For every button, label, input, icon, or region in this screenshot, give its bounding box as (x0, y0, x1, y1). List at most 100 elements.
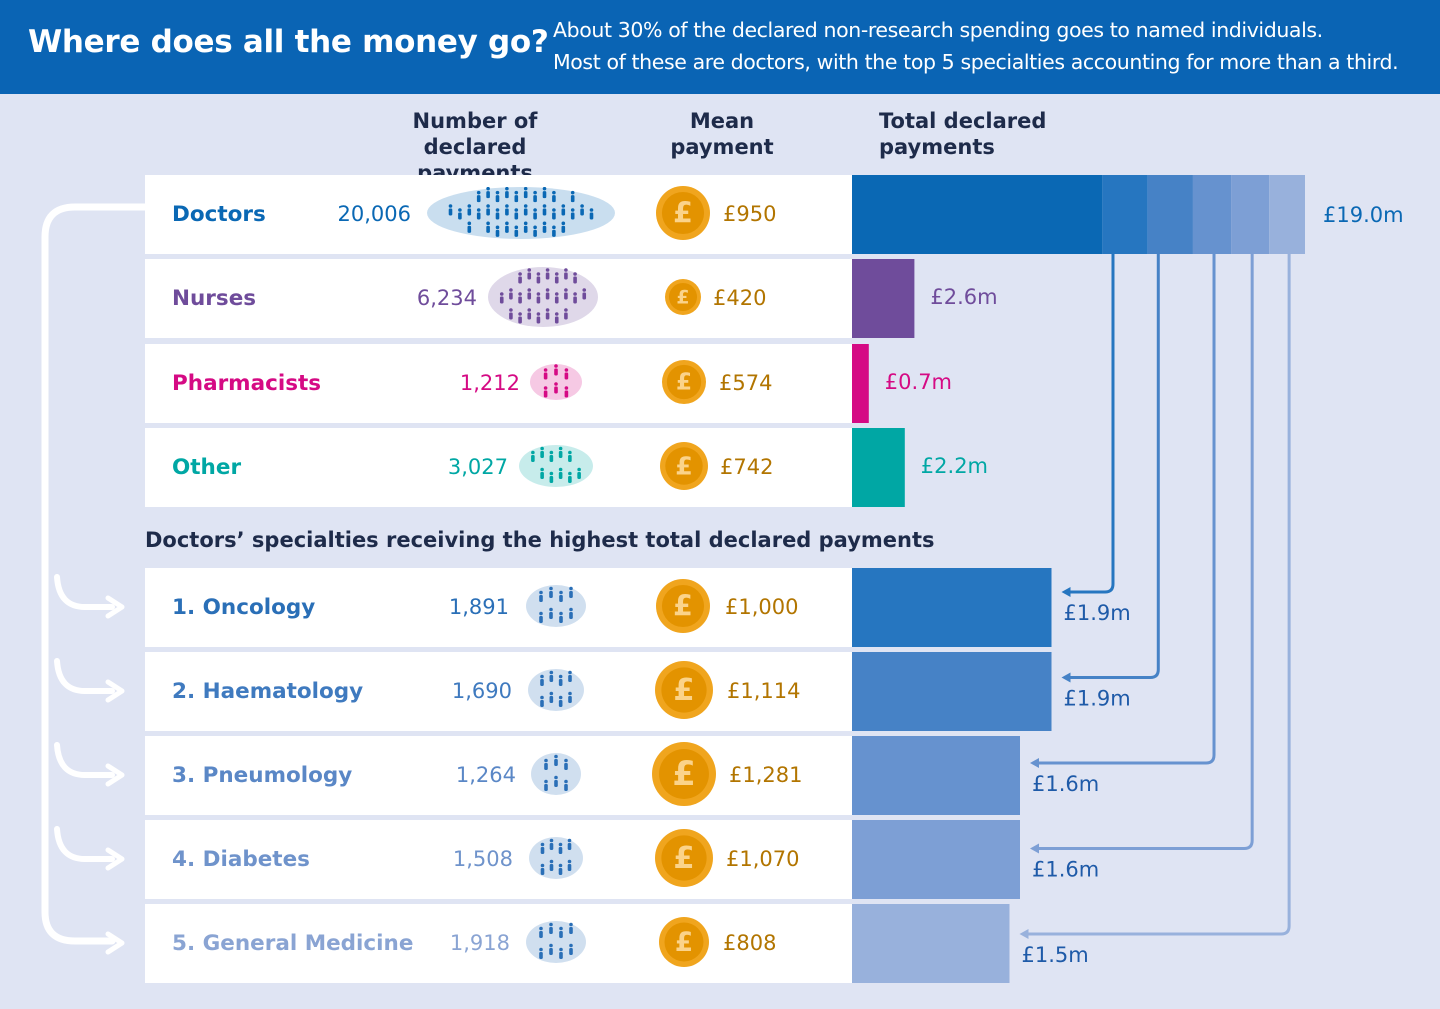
payment-count: 1,918 (449, 931, 510, 955)
payment-count: 1,690 (451, 679, 512, 703)
total-label-specialty-3: £1.6m (1032, 772, 1099, 796)
pound-coin-graphic: £ (652, 741, 716, 806)
connector-arrow-2 (1061, 672, 1071, 683)
specialty-label: 3. Pneumology (172, 763, 353, 788)
profession-row-nurses: Nurses 6,234 £ £420 (145, 259, 852, 338)
bar-specialty-5 (852, 904, 1010, 983)
connector-arrow-5 (1019, 929, 1029, 939)
svg-text:£: £ (673, 196, 693, 229)
bar-specialty-1 (852, 568, 1052, 647)
total-label-other: £2.2m (921, 454, 988, 478)
svg-text:£: £ (676, 286, 689, 308)
bracket-arrow-2 (105, 679, 125, 703)
specialty-label: 5. General Medicine (172, 931, 414, 956)
svg-text:£: £ (673, 841, 694, 876)
svg-text:£: £ (673, 673, 694, 708)
bar-doctors-segment-1 (1102, 175, 1148, 254)
profession-label: Nurses (172, 286, 257, 311)
pound-coin-graphic: £ (660, 441, 708, 490)
specialty-label: 1. Oncology (172, 595, 316, 620)
payment-count: 6,234 (416, 286, 477, 310)
svg-text:£: £ (672, 754, 695, 793)
section-title: Doctors’ specialties receiving the highe… (145, 528, 935, 552)
subtitle-line-1: About 30% of the declared non-research s… (553, 18, 1323, 42)
people-crowd-graphic (531, 752, 581, 795)
pound-coin-icon: £ (659, 916, 709, 971)
bracket-arrow-4 (105, 847, 125, 871)
specialty-label: 4. Diabetes (172, 847, 310, 872)
total-label-specialty-2: £1.9m (1064, 687, 1131, 711)
people-crowd-graphic (526, 584, 586, 627)
bracket-arrow-3 (105, 763, 125, 787)
profession-label: Doctors (172, 202, 266, 227)
people-crowd-icon (526, 584, 586, 631)
svg-text:£: £ (673, 589, 693, 622)
payment-count: 1,212 (459, 371, 520, 395)
header-banner: Where does all the money go? About 30% o… (0, 0, 1440, 94)
connector-line-1 (1067, 254, 1115, 594)
mean-payment: £1,070 (726, 847, 800, 871)
connector-arrow-1 (1061, 587, 1071, 597)
specialty-row-general-medicine: 5. General Medicine 1,918 £ £808 (145, 904, 852, 983)
bracket-arrow-5 (105, 931, 125, 955)
doctors-bracket-line (41, 203, 149, 945)
people-crowd-icon (488, 266, 598, 331)
pound-coin-icon: £ (665, 278, 701, 319)
pound-coin-graphic: £ (655, 660, 713, 719)
page-subtitle: About 30% of the declared non-research s… (553, 14, 1399, 78)
profession-label: Pharmacists (172, 371, 322, 396)
pound-coin-graphic: £ (656, 578, 710, 633)
profession-row-pharmacists: Pharmacists 1,212 £ £574 (145, 344, 852, 423)
mean-payment: £1,281 (729, 763, 803, 787)
bar-specialty-3 (852, 736, 1020, 815)
column-header-mean-line-1: Mean (689, 109, 755, 133)
people-crowd-graphic (488, 266, 598, 327)
bar-doctors-segment-4 (1231, 175, 1270, 254)
page-title: Where does all the money go? (28, 24, 549, 60)
pound-coin-graphic: £ (656, 185, 710, 240)
connector-line-5 (1025, 254, 1291, 936)
payment-count: 1,891 (448, 595, 509, 619)
bar-other (852, 428, 905, 507)
svg-text:£: £ (675, 927, 693, 957)
mean-payment: £1,000 (725, 595, 799, 619)
bracket-arrow-1 (105, 595, 125, 619)
pound-coin-graphic: £ (665, 278, 701, 315)
pound-coin-icon: £ (656, 578, 710, 637)
people-crowd-icon (519, 444, 593, 491)
column-header-total-line-1: Total declared (879, 109, 1047, 133)
payment-count: 1,508 (452, 847, 513, 871)
connector-line-4 (1036, 254, 1254, 850)
pound-coin-icon: £ (655, 828, 713, 891)
bar-doctors-other-specialties (852, 175, 1103, 254)
total-label-nurses: £2.6m (930, 285, 997, 309)
mean-payment: £420 (713, 286, 767, 310)
people-crowd-graphic (519, 444, 593, 487)
bracket-branch-2 (54, 658, 115, 694)
pound-coin-graphic: £ (659, 916, 709, 967)
bar-nurses (852, 259, 915, 338)
specialty-row-oncology: 1. Oncology 1,891 £ £1,000 (145, 568, 852, 647)
people-crowd-icon (526, 920, 586, 967)
bar-doctors-segment-5 (1269, 175, 1305, 254)
people-crowd-icon (528, 668, 584, 715)
payment-count: 20,006 (337, 202, 411, 226)
profession-row-other: Other 3,027 £ £742 (145, 428, 852, 507)
specialty-row-pneumology: 3. Pneumology 1,264 £ £1,281 (145, 736, 852, 815)
total-label-specialty-4: £1.6m (1032, 858, 1099, 882)
people-crowd-icon (529, 836, 583, 883)
subtitle-line-2: Most of these are doctors, with the top … (553, 50, 1399, 74)
connector-arrow-4 (1030, 843, 1039, 854)
bar-pharmacists (852, 344, 869, 423)
bar-specialty-4 (852, 820, 1020, 899)
mean-payment: £808 (723, 931, 777, 955)
bracket-branch-1 (54, 574, 115, 610)
connector-line-2 (1067, 254, 1160, 679)
payment-count: 1,264 (455, 763, 516, 787)
svg-text:£: £ (676, 369, 692, 395)
svg-text:£: £ (675, 451, 693, 480)
column-header-mean: Mean payment (662, 108, 782, 160)
mean-payment: £1,114 (727, 679, 801, 703)
people-crowd-graphic (530, 363, 582, 400)
bracket-branch-3 (54, 742, 115, 778)
